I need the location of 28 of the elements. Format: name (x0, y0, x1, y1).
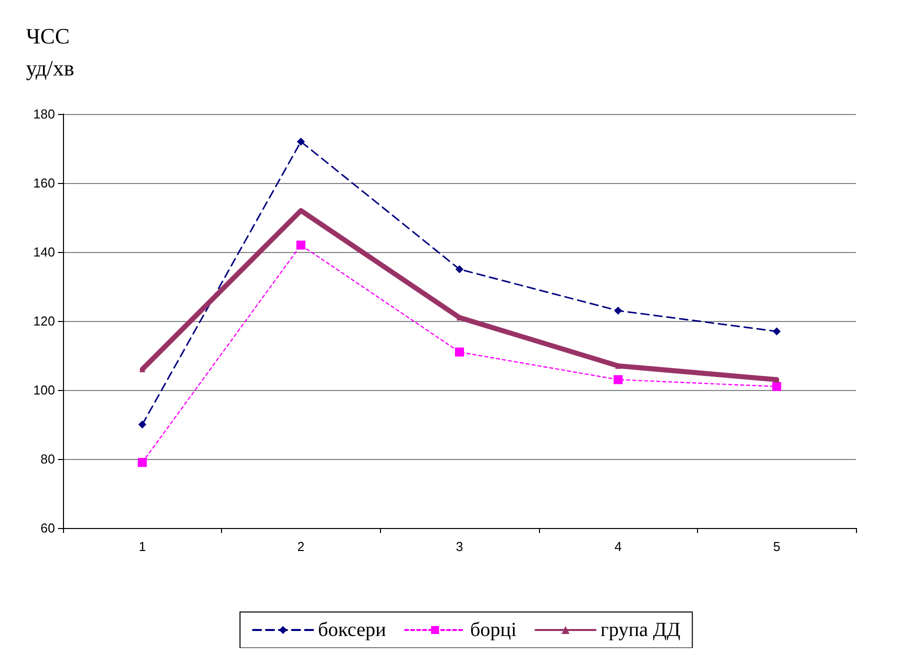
point (772, 382, 782, 392)
legend-label: боксери (318, 619, 386, 641)
point (296, 240, 306, 250)
point (615, 362, 622, 369)
point (614, 306, 622, 315)
point (455, 348, 464, 357)
legend-label: група ДД (600, 619, 681, 641)
point (614, 375, 623, 384)
x-tick-label: 5 (773, 539, 780, 554)
x-tick-label: 3 (456, 539, 464, 554)
y-tick-label: 160 (33, 176, 55, 190)
x-tick-label: 1 (138, 539, 146, 554)
y-tick-label: 120 (33, 314, 55, 328)
point (774, 376, 780, 383)
legend-label: борці (470, 619, 517, 641)
point (138, 458, 147, 467)
y-tick-label: 80 (40, 452, 55, 466)
point (772, 327, 781, 336)
y-tick-label: 100 (33, 382, 55, 398)
point (138, 420, 146, 428)
point (456, 265, 464, 274)
x-tick-label: 2 (297, 539, 305, 554)
y-tick-label: 180 (33, 106, 55, 122)
point (296, 138, 305, 146)
y-axis-title: ЧСС уд/хв (26, 24, 74, 80)
x-tick-label: 4 (614, 539, 622, 554)
y-tick-label: 140 (33, 244, 55, 260)
y-tick-label: 60 (40, 520, 55, 536)
